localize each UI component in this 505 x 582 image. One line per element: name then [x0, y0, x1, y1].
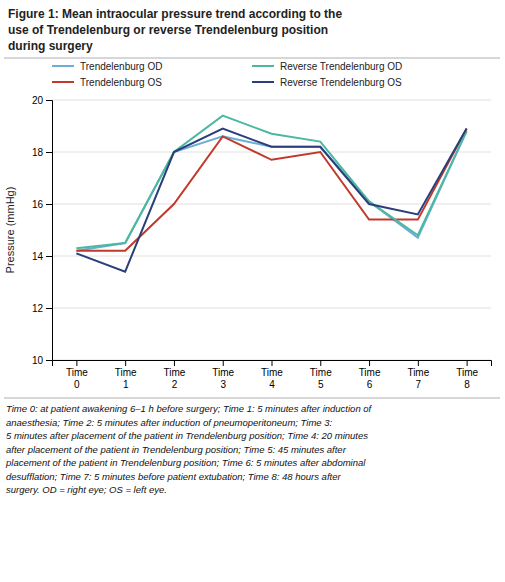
y-tick-mark [46, 100, 52, 101]
y-tick: 16 [32, 199, 52, 210]
x-tick-mark [125, 360, 126, 366]
x-tick-mark [272, 360, 273, 366]
legend-swatch [52, 81, 74, 83]
x-tick-mark [76, 360, 77, 366]
y-tick-label: 18 [32, 147, 44, 158]
line [76, 129, 466, 272]
x-tick-label: Time0 [66, 367, 88, 390]
grid-line [52, 100, 491, 101]
x-tick-label: Time1 [115, 367, 137, 390]
legend-item: Trendelenburg OD [52, 61, 162, 72]
x-tick-mark [174, 360, 175, 366]
x-tick: Time0 [66, 360, 88, 390]
y-tick-label: 16 [32, 199, 44, 210]
grid-line [52, 256, 491, 257]
plot: 101214161820Time0Time1Time2Time3Time4Tim… [4, 95, 492, 390]
x-tick: Time5 [310, 360, 332, 390]
y-tick-mark [46, 204, 52, 205]
lines [76, 116, 466, 272]
y-tick: 18 [32, 147, 52, 158]
x-tick-mark [320, 360, 321, 366]
line [76, 131, 466, 251]
title: Figure 1: Mean intraocular pressure tren… [8, 7, 342, 53]
y-tick: 20 [32, 95, 52, 106]
x-axis: Time0 Time1 Time2 Time3 Time4 Time5 Time6 Time7… [53, 360, 492, 390]
chart: Figure 1: Mean intraocular pressure tren… [0, 0, 505, 582]
x-tick-mark [418, 360, 419, 366]
y-tick-label: 12 [32, 303, 44, 314]
x-tick-label: Time4 [261, 367, 283, 390]
grid-line [52, 152, 491, 153]
x-tick: Time1 [115, 360, 137, 390]
y-tick: 12 [32, 303, 52, 314]
x-tick-mark [223, 360, 224, 366]
x-axis-line [53, 361, 492, 367]
y-axis-title: Pressure (mmHg) [4, 187, 16, 274]
x-tick-label: Time8 [456, 367, 478, 390]
legend-swatch [252, 81, 274, 83]
x-tick: Time7 [407, 360, 429, 390]
separator [4, 398, 500, 399]
legend-label: Trendelenburg OD [80, 61, 162, 72]
legend-item: Reverse Trendelenburg OD [252, 61, 402, 72]
x-tick-label: Time7 [407, 367, 429, 390]
y-tick-label: 20 [32, 95, 44, 106]
legend: Trendelenburg OD Trendelenburg OS Reverse … [52, 61, 402, 88]
y-tick-mark [46, 256, 52, 257]
x-tick-label: Time5 [310, 367, 332, 390]
grid-line [52, 308, 491, 309]
x-tick-label: Time2 [164, 367, 186, 390]
x-tick-mark [369, 360, 370, 366]
y-tick: 10 [32, 355, 52, 366]
y-tick-mark [46, 152, 52, 153]
legend-swatch [52, 65, 74, 67]
x-tick-label: Time3 [212, 367, 234, 390]
y-tick-mark [46, 360, 52, 361]
legend-item: Reverse Trendelenburg OS [252, 77, 402, 88]
x-tick: Time2 [164, 360, 186, 390]
x-tick-label: Time6 [359, 367, 381, 390]
legend-item: Trendelenburg OS [52, 77, 162, 88]
caption: Time 0: at patient awakening 6–1 h befor… [5, 403, 373, 495]
y-tick-mark [46, 308, 52, 309]
line [76, 116, 466, 249]
legend-swatch [252, 65, 274, 67]
y-axis-line [46, 101, 53, 361]
y-tick-label: 14 [32, 251, 44, 262]
x-tick: Time6 [359, 360, 381, 390]
legend-label: Reverse Trendelenburg OD [280, 61, 402, 72]
legend-label: Trendelenburg OS [80, 77, 162, 88]
y-tick: 14 [32, 251, 52, 262]
grid [52, 100, 491, 360]
x-tick: Time3 [212, 360, 234, 390]
x-tick: Time8 [456, 360, 478, 390]
y-axis: 10 12 14 16 18 20 [32, 95, 53, 366]
x-tick: Time4 [261, 360, 283, 390]
separator [4, 58, 500, 59]
y-tick-label: 10 [32, 355, 44, 366]
legend-label: Reverse Trendelenburg OS [280, 77, 402, 88]
x-tick-mark [467, 360, 468, 366]
